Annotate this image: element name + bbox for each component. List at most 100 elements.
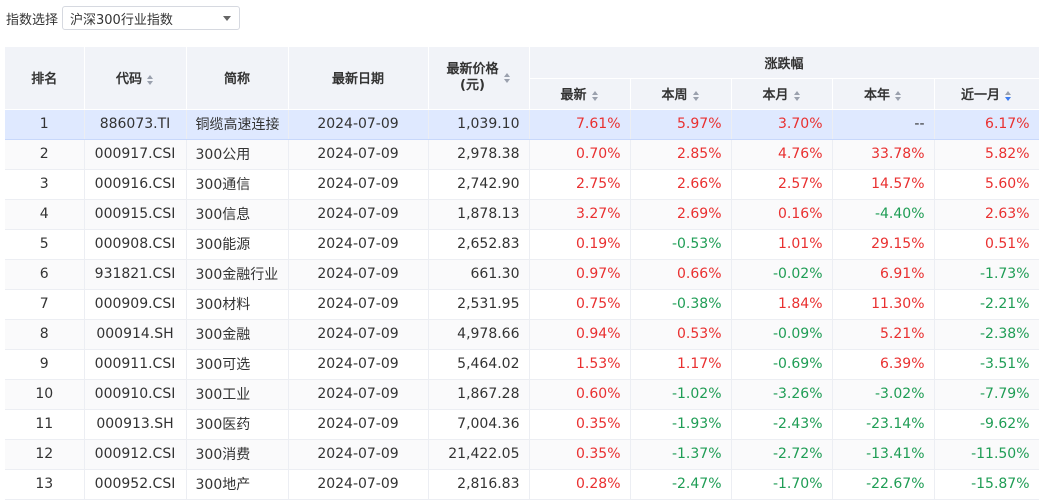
header-one-month[interactable]: 近一月 — [934, 78, 1039, 110]
cell-name: 300信息 — [186, 199, 289, 230]
cell-change-week: 5.97% — [630, 109, 732, 140]
sort-icon[interactable] — [591, 90, 599, 101]
sort-desc-icon[interactable] — [1005, 90, 1012, 101]
sort-icon[interactable] — [503, 72, 511, 83]
cell-name: 300金融 — [186, 319, 289, 350]
index-select-dropdown[interactable]: 沪深300行业指数 — [62, 6, 241, 30]
cell-change-year: -4.40% — [832, 199, 935, 230]
sort-icon[interactable] — [793, 90, 801, 101]
cell-rank: 7 — [5, 289, 85, 320]
cell-code: 000913.SH — [84, 409, 187, 440]
index-select-label: 指数选择 — [6, 12, 59, 28]
table-row[interactable]: 11 000913.SH 300医药 2024-07-09 7,004.36 0.35% -… — [5, 409, 1039, 440]
cell-change-year: 29.15% — [832, 229, 935, 260]
cell-name: 300消费 — [186, 439, 289, 470]
cell-change-month: 3.70% — [731, 109, 833, 140]
table-body: 1 886073.TI 铜缆高速连接 2024-07-09 1,039.10 7.61% 5… — [5, 109, 1039, 500]
cell-code: 000917.CSI — [84, 139, 187, 170]
cell-change-month: 0.16% — [731, 199, 833, 230]
cell-change-latest: 2.75% — [529, 169, 631, 200]
table-row[interactable]: 10 000910.CSI 300工业 2024-07-09 1,867.28 0.60%… — [5, 379, 1039, 410]
cell-price: 2,652.83 — [428, 229, 530, 260]
cell-change-year: 11.30% — [832, 289, 935, 320]
cell-rank: 8 — [5, 319, 85, 350]
cell-date: 2024-07-09 — [288, 259, 429, 290]
cell-change-month: -1.70% — [731, 469, 833, 500]
header-code[interactable]: 代码 — [84, 47, 187, 110]
cell-change-week: -1.93% — [630, 409, 732, 440]
table-row[interactable]: 12 000912.CSI 300消费 2024-07-09 21,422.05 0.35… — [5, 439, 1039, 470]
cell-change-latest: 0.75% — [529, 289, 631, 320]
cell-change-year: -13.41% — [832, 439, 935, 470]
table-row[interactable]: 8 000914.SH 300金融 2024-07-09 4,978.66 0.94% 0.… — [5, 319, 1039, 350]
table-row[interactable]: 9 000911.CSI 300可选 2024-07-09 5,464.02 1.53% 1… — [5, 349, 1039, 380]
cell-change-one-month: -9.62% — [934, 409, 1039, 440]
cell-change-month: -2.43% — [731, 409, 833, 440]
cell-name: 铜缆高速连接 — [186, 109, 289, 140]
table-row[interactable]: 6 931821.CSI 300金融行业 2024-07-09 661.30 0.97% 0… — [5, 259, 1039, 290]
sort-icon[interactable] — [147, 74, 154, 85]
header-price[interactable]: 最新价格 (元) — [428, 47, 530, 110]
header-month[interactable]: 本月 — [731, 78, 833, 110]
header-latest[interactable]: 最新 — [529, 78, 631, 110]
cell-rank: 11 — [5, 409, 85, 440]
cell-change-week: -1.02% — [630, 379, 732, 410]
header-price-line2: (元) — [460, 77, 485, 93]
header-date: 最新日期 — [288, 47, 429, 110]
cell-price: 1,878.13 — [428, 199, 530, 230]
table-row[interactable]: 7 000909.CSI 300材料 2024-07-09 2,531.95 0.75% -… — [5, 289, 1039, 320]
cell-change-month: -3.26% — [731, 379, 833, 410]
cell-change-week: -2.47% — [630, 469, 732, 500]
cell-code: 000910.CSI — [84, 379, 187, 410]
cell-change-one-month: 5.82% — [934, 139, 1039, 170]
table-row[interactable]: 1 886073.TI 铜缆高速连接 2024-07-09 1,039.10 7.61% 5… — [5, 109, 1039, 140]
cell-change-one-month: -15.87% — [934, 469, 1039, 500]
cell-change-month: 2.57% — [731, 169, 833, 200]
cell-name: 300医药 — [186, 409, 289, 440]
cell-price: 2,978.38 — [428, 139, 530, 170]
filter-bar: 指数选择 沪深300行业指数 — [0, 0, 1039, 36]
cell-change-one-month: 6.17% — [934, 109, 1039, 140]
cell-rank: 3 — [5, 169, 85, 200]
cell-change-month: 4.76% — [731, 139, 833, 170]
cell-code: 000916.CSI — [84, 169, 187, 200]
cell-rank: 5 — [5, 229, 85, 260]
cell-code: 000912.CSI — [84, 439, 187, 470]
cell-price: 5,464.02 — [428, 349, 530, 380]
cell-change-month: 1.84% — [731, 289, 833, 320]
cell-change-one-month: -11.50% — [934, 439, 1039, 470]
table-row[interactable]: 2 000917.CSI 300公用 2024-07-09 2,978.38 0.70% 2… — [5, 139, 1039, 170]
cell-change-week: 2.66% — [630, 169, 732, 200]
sort-icon[interactable] — [692, 90, 700, 101]
cell-change-one-month: -7.79% — [934, 379, 1039, 410]
cell-change-month: -0.09% — [731, 319, 833, 350]
cell-change-latest: 3.27% — [529, 199, 631, 230]
cell-change-latest: 0.35% — [529, 439, 631, 470]
cell-change-year: 33.78% — [832, 139, 935, 170]
cell-price: 21,422.05 — [428, 439, 530, 470]
cell-name: 300材料 — [186, 289, 289, 320]
header-name: 简称 — [186, 47, 289, 110]
cell-change-week: 2.69% — [630, 199, 732, 230]
cell-name: 300工业 — [186, 379, 289, 410]
cell-change-latest: 0.60% — [529, 379, 631, 410]
index-ranking-table: 排名 代码 简称 最新日期 最新价格 (元) 涨跌幅 最新 本周 本月 本年 近… — [5, 47, 1039, 500]
cell-name: 300金融行业 — [186, 259, 289, 290]
header-week[interactable]: 本周 — [630, 78, 732, 110]
chevron-down-icon[interactable] — [223, 15, 232, 21]
cell-code: 000911.CSI — [84, 349, 187, 380]
sort-icon[interactable] — [895, 90, 902, 101]
table-row[interactable]: 5 000908.CSI 300能源 2024-07-09 2,652.83 0.19% -… — [5, 229, 1039, 260]
table-row[interactable]: 3 000916.CSI 300通信 2024-07-09 2,742.90 2.75% 2… — [5, 169, 1039, 200]
cell-price: 2,816.83 — [428, 469, 530, 500]
table-row[interactable]: 13 000952.CSI 300地产 2024-07-09 2,816.83 0.28%… — [5, 469, 1039, 500]
cell-date: 2024-07-09 — [288, 409, 429, 440]
header-rank: 排名 — [5, 47, 85, 110]
cell-price: 2,742.90 — [428, 169, 530, 200]
cell-change-year: -3.02% — [832, 379, 935, 410]
cell-price: 4,978.66 — [428, 319, 530, 350]
cell-change-week: 0.66% — [630, 259, 732, 290]
header-year[interactable]: 本年 — [832, 78, 935, 110]
table-row[interactable]: 4 000915.CSI 300信息 2024-07-09 1,878.13 3.27% 2… — [5, 199, 1039, 230]
cell-change-latest: 0.35% — [529, 409, 631, 440]
